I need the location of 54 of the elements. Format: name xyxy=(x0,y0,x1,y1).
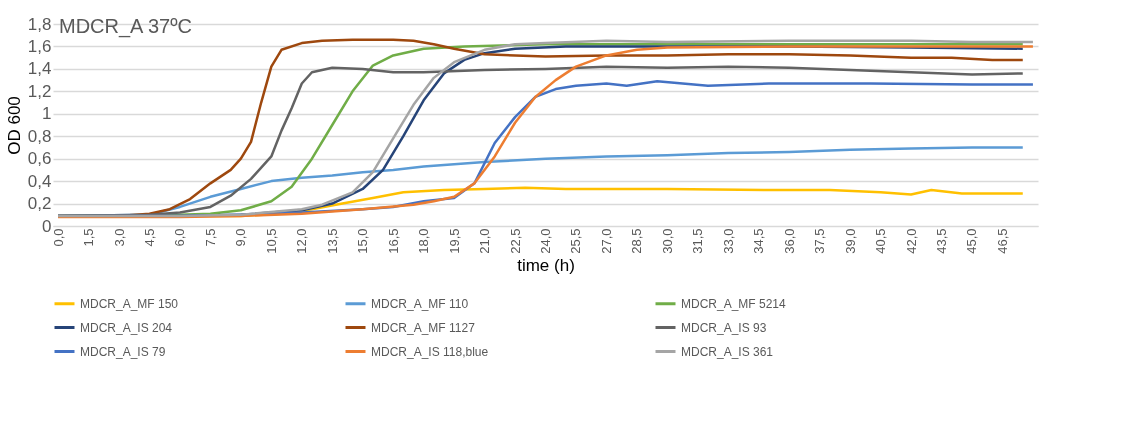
legend-label: MDCR_A_IS 79 xyxy=(80,344,166,359)
x-tick-label: 40,5 xyxy=(873,228,889,254)
legend-label: MDCR_A_IS 118,blue xyxy=(371,344,489,359)
x-tick-label: 12,0 xyxy=(294,228,310,254)
x-tick-label: 36,0 xyxy=(781,228,797,254)
x-tick-label: 9,0 xyxy=(233,228,249,247)
y-tick-label: 0,8 xyxy=(27,126,52,146)
x-tick-label: 16,5 xyxy=(385,228,401,254)
y-tick-label: 1,6 xyxy=(27,36,52,56)
y-tick-label: 0,4 xyxy=(27,171,52,191)
y-tick-label: 0,6 xyxy=(27,149,52,169)
x-tick-label: 37,5 xyxy=(812,228,828,254)
x-tick-label: 0,0 xyxy=(50,228,66,247)
x-axis-title: time (h) xyxy=(517,255,575,275)
x-tick-label: 30,0 xyxy=(659,228,675,254)
y-tick-label: 0,2 xyxy=(27,194,52,214)
x-tick-label: 42,0 xyxy=(903,228,919,254)
y-tick-label: 1,4 xyxy=(27,59,52,79)
x-tick-label: 31,5 xyxy=(690,228,706,254)
y-tick-label: 1 xyxy=(42,104,52,124)
x-tick-label: 28,5 xyxy=(629,228,645,254)
y-tick-label: 1,8 xyxy=(27,14,52,34)
x-tick-label: 22,5 xyxy=(507,228,523,254)
x-tick-label: 43,5 xyxy=(934,228,950,254)
x-tick-label: 45,0 xyxy=(964,228,980,254)
chart-title: MDCR_A 37ºC xyxy=(59,15,192,38)
legend-label: MDCR_A_MF 1127 xyxy=(371,320,476,335)
x-tick-label: 13,5 xyxy=(324,228,340,254)
x-tick-label: 18,0 xyxy=(416,228,432,254)
x-tick-label: 25,5 xyxy=(568,228,584,254)
legend-label: MDCR_A_IS 204 xyxy=(80,320,173,335)
x-tick-label: 21,0 xyxy=(477,228,493,254)
x-tick-label: 15,0 xyxy=(355,228,371,254)
x-tick-label: 3,0 xyxy=(111,228,127,247)
x-tick-label: 33,0 xyxy=(720,228,736,254)
y-tick-label: 1,2 xyxy=(27,81,52,101)
x-tick-label: 1,5 xyxy=(81,228,97,247)
legend-label: MDCR_A_MF 110 xyxy=(371,296,469,311)
y-axis-title: OD 600 xyxy=(4,96,24,155)
x-tick-label: 39,0 xyxy=(842,228,858,254)
x-tick-label: 7,5 xyxy=(202,228,218,247)
legend-label: MDCR_A_IS 93 xyxy=(681,320,767,335)
x-tick-label: 10,5 xyxy=(263,228,279,254)
x-tick-label: 34,5 xyxy=(751,228,767,254)
legend-label: MDCR_A_MF 150 xyxy=(80,296,179,311)
legend-label: MDCR_A_MF 5214 xyxy=(681,296,787,311)
x-tick-label: 4,5 xyxy=(141,228,157,247)
x-tick-label: 24,0 xyxy=(538,228,553,254)
x-tick-label: 27,0 xyxy=(598,228,614,254)
y-tick-label: 0 xyxy=(42,216,52,236)
x-tick-label: 6,0 xyxy=(172,228,188,247)
x-tick-label: 19,5 xyxy=(446,228,462,254)
legend-label: MDCR_A_IS 361 xyxy=(681,344,774,359)
x-tick-label: 46,5 xyxy=(994,228,1010,254)
